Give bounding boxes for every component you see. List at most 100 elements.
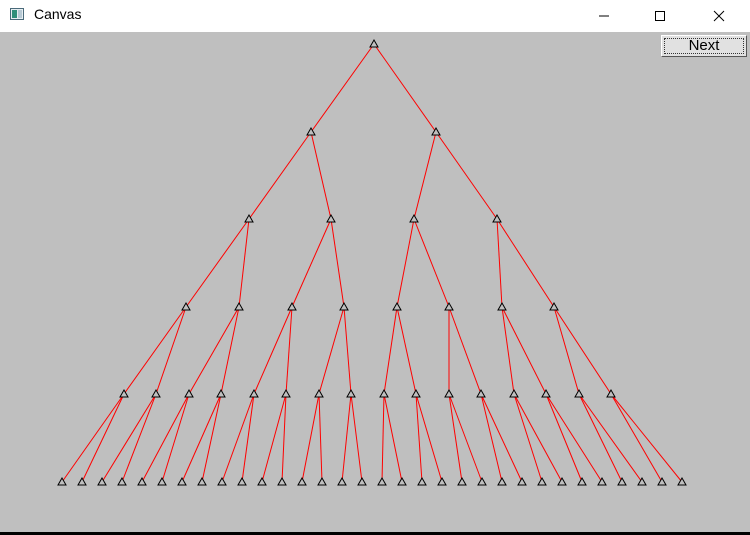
tree-node-triangle [431, 126, 441, 136]
tree-edge [480, 393, 503, 483]
tree-edge [610, 393, 663, 483]
maximize-icon [655, 11, 665, 21]
tree-node-triangle [287, 301, 297, 311]
tree-node-triangle [369, 38, 379, 48]
tree-edge [545, 393, 603, 483]
tree-edge [318, 393, 323, 483]
tree-node-triangle [477, 476, 487, 486]
tree-node-triangle [157, 476, 167, 486]
tree-node-triangle [476, 388, 486, 398]
tree-edge [343, 306, 352, 395]
tree-node-triangle [234, 301, 244, 311]
tree-edge [578, 393, 623, 483]
maximize-button[interactable] [631, 0, 689, 32]
minimize-icon [599, 15, 609, 17]
tree-edge [330, 218, 345, 308]
tree-node-triangle [492, 213, 502, 223]
tree-node-triangle [314, 388, 324, 398]
tree-node-triangle [237, 476, 247, 486]
tree-node-triangle [444, 388, 454, 398]
next-button[interactable]: Next [661, 35, 747, 57]
window-bottom-border [0, 532, 750, 535]
tree-edge [155, 306, 187, 395]
tree-node-triangle [497, 301, 507, 311]
tree-edge [513, 393, 563, 483]
tree-edge [220, 306, 240, 395]
tree-edge [381, 393, 385, 483]
tree-edge [121, 393, 157, 483]
tree-node-triangle [306, 126, 316, 136]
tree-edge [261, 393, 287, 483]
tree-node-triangle [346, 388, 356, 398]
tree-node-triangle [417, 476, 427, 486]
tree-edge [448, 393, 483, 483]
tree-node-triangle [577, 476, 587, 486]
tree-edge [185, 218, 250, 308]
tree-edge [413, 131, 437, 220]
tree-node-triangle [444, 301, 454, 311]
tree-edge [61, 393, 125, 483]
tree-node-triangle [326, 213, 336, 223]
tree-edge [610, 393, 683, 483]
tree-edge [181, 393, 222, 483]
window-title: Canvas [34, 6, 82, 22]
tree-edge [281, 393, 287, 483]
tree-edge [101, 393, 157, 483]
tree-node-triangle [181, 301, 191, 311]
tree-node-triangle [337, 476, 347, 486]
tree-node-triangle [184, 388, 194, 398]
tree-edge [383, 306, 398, 395]
tree-node-triangle [357, 476, 367, 486]
tree-edge [413, 218, 450, 308]
binary-tree-drawing [57, 38, 687, 486]
tree-edge [480, 393, 523, 483]
tree-edge [545, 393, 583, 483]
tree-node-triangle [541, 388, 551, 398]
app-icon [10, 8, 24, 20]
tree-node-triangle [606, 388, 616, 398]
tree-node-triangle [617, 476, 627, 486]
tree-edge [241, 393, 255, 483]
tree-node-triangle [677, 476, 687, 486]
tree-node-triangle [657, 476, 667, 486]
tree-edge [310, 43, 375, 133]
tree-edge [448, 306, 482, 395]
tree-node-triangle [497, 476, 507, 486]
tree-node-triangle [244, 213, 254, 223]
tree-node-triangle [249, 388, 259, 398]
tree-edge [350, 393, 363, 483]
tree-edge [238, 218, 250, 308]
tree-edge [291, 218, 332, 308]
tree-node-triangle [281, 388, 291, 398]
title-bar: Canvas [0, 0, 750, 32]
tree-node-triangle [597, 476, 607, 486]
tree-node-triangle [574, 388, 584, 398]
tree-node-triangle [217, 476, 227, 486]
tree-node-triangle [549, 301, 559, 311]
tree-edge [383, 393, 403, 483]
tree-node-triangle [457, 476, 467, 486]
tree-node-triangle [151, 388, 161, 398]
tree-edge [415, 393, 443, 483]
tree-edge [201, 393, 222, 483]
tree-node-triangle [119, 388, 129, 398]
tree-node-triangle [297, 476, 307, 486]
tree-edge [141, 393, 190, 483]
minimize-button[interactable] [575, 0, 633, 32]
tree-edge [81, 393, 125, 483]
tree-node-triangle [392, 301, 402, 311]
tree-edge [448, 393, 463, 483]
tree-node-triangle [197, 476, 207, 486]
tree-edge [285, 306, 293, 395]
drawing-canvas[interactable] [0, 32, 750, 535]
tree-edge [553, 306, 612, 395]
tree-edge [161, 393, 190, 483]
tree-node-triangle [117, 476, 127, 486]
tree-edge [123, 306, 187, 395]
tree-edge [248, 131, 312, 220]
tree-edge [396, 218, 415, 308]
tree-node-triangle [277, 476, 287, 486]
close-button[interactable] [690, 0, 748, 32]
tree-node-triangle [177, 476, 187, 486]
tree-node-triangle [216, 388, 226, 398]
